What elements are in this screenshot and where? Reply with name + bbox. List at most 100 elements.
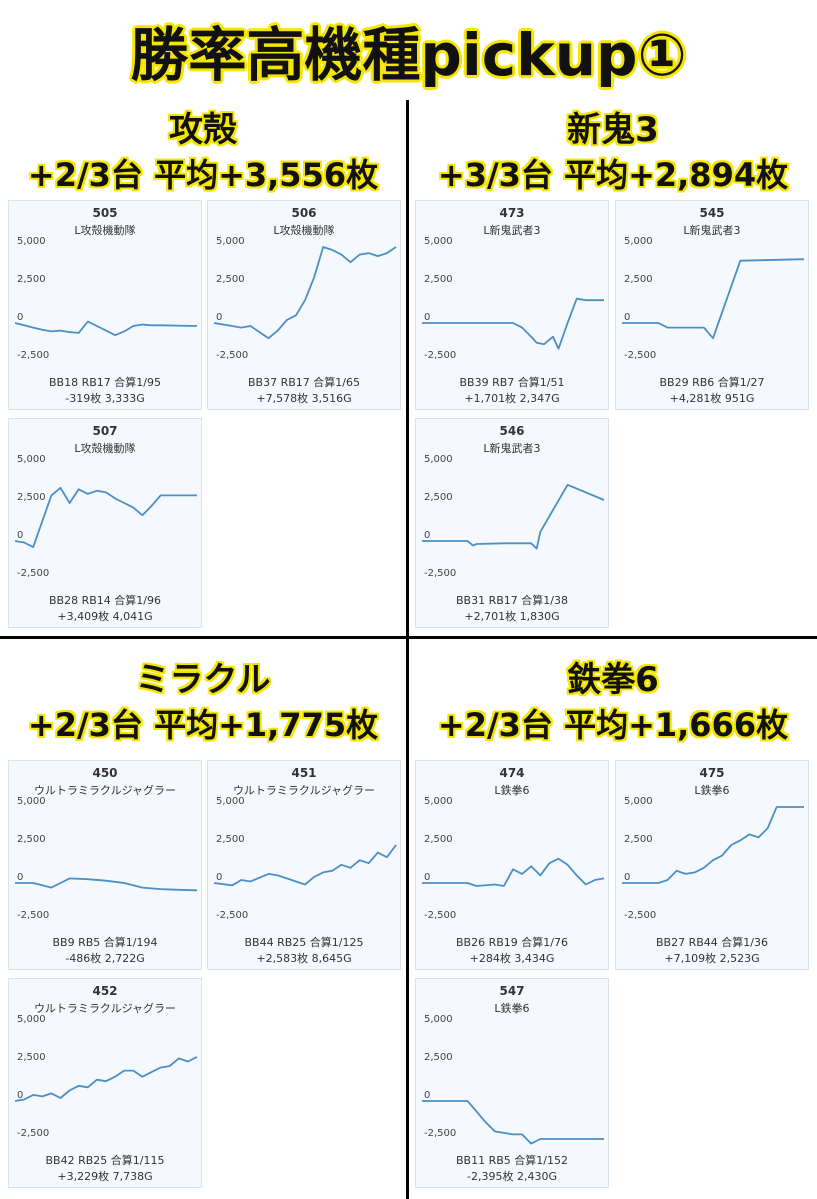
y-tick-label: 2,500 (624, 834, 653, 845)
line-chart: 5,000 2,500 0 -2,500 (622, 237, 805, 361)
bonus-stats: BB28 RB14 合算1/96 (49, 594, 161, 607)
machine-card-506: 506 L攻殻機動隊 5,000 2,500 0 -2,500 BB37 RB17 合算1/… (207, 200, 401, 410)
series-line (14, 486, 197, 548)
series-line (14, 1056, 198, 1102)
machine-name: ウルトラミラクルジャグラー (33, 1002, 177, 1015)
result-stats: +4,281枚 951G (669, 392, 755, 405)
y-tick-label: -2,500 (424, 350, 456, 361)
line-chart: 5,000 2,500 0 -2,500 (15, 797, 198, 921)
series-line (422, 857, 605, 887)
y-tick-label: -2,500 (17, 910, 49, 921)
section-name-tekken: 鉄拳6 (567, 660, 659, 700)
machine-number: 474 (499, 766, 525, 780)
y-tick-label: 2,500 (17, 274, 46, 285)
y-tick-label: 2,500 (624, 274, 653, 285)
y-tick-label: -2,500 (424, 910, 456, 921)
machine-name: L攻殻機動隊 (74, 224, 136, 237)
y-tick-label: -2,500 (424, 568, 456, 579)
machine-name: L鉄拳6 (694, 784, 730, 797)
machine-card-546: 546 L新鬼武者3 5,000 2,500 0 -2,500 BB31 RB17 合算1/… (415, 418, 609, 628)
bonus-stats: BB42 RB25 合算1/115 (45, 1154, 165, 1167)
machine-number: 545 (699, 206, 725, 220)
machine-card-451: 451 ウルトラミラクルジャグラー 5,000 2,500 0 -2,500 BB44 RB… (207, 760, 401, 970)
page-title: 勝率高機種pickup① (130, 21, 687, 89)
y-tick-label: 2,500 (424, 274, 453, 285)
machine-number: 451 (291, 766, 317, 780)
y-tick-label: 0 (424, 872, 430, 883)
bonus-stats: BB26 RB19 合算1/76 (456, 936, 568, 949)
result-stats: -486枚 2,722G (65, 952, 145, 965)
machine-number: 506 (291, 206, 317, 220)
bonus-stats: BB37 RB17 合算1/65 (248, 376, 360, 389)
y-tick-label: 5,000 (17, 237, 46, 247)
y-tick-label: 0 (624, 872, 630, 883)
line-chart: 5,000 2,500 0 -2,500 (14, 455, 197, 579)
machine-name: L攻殻機動隊 (74, 442, 136, 455)
line-chart: 5,000 2,500 0 -2,500 (422, 797, 605, 921)
y-tick-label: 5,000 (624, 797, 653, 807)
machine-number: 473 (499, 206, 525, 220)
y-tick-label: 5,000 (17, 1015, 46, 1025)
bonus-stats: BB27 RB44 合算1/36 (656, 936, 768, 949)
y-tick-label: 0 (216, 312, 222, 323)
machine-name: L鉄拳6 (494, 1002, 530, 1015)
machine-name: L新鬼武者3 (483, 442, 541, 455)
y-tick-label: 0 (424, 1090, 430, 1101)
machine-number: 547 (499, 984, 525, 998)
machine-number: 505 (92, 206, 118, 220)
result-stats: +7,109枚 2,523G (664, 952, 760, 965)
vertical-divider (406, 100, 409, 1199)
y-tick-label: 0 (17, 1090, 23, 1101)
y-tick-label: 0 (424, 530, 430, 541)
machine-card-507: 507 L攻殻機動隊 5,000 2,500 0 -2,500 BB28 RB14 合算1/… (8, 418, 202, 628)
machine-number: 475 (699, 766, 725, 780)
y-tick-label: 5,000 (424, 797, 453, 807)
section-name-miracle: ミラクル (135, 660, 271, 700)
result-stats: +3,229枚 7,738G (57, 1170, 153, 1183)
y-tick-label: 5,000 (216, 797, 245, 807)
section-stats-kokaku: +2/3台 平均+3,556枚 (27, 156, 379, 194)
series-line (213, 246, 397, 340)
machine-name: L鉄拳6 (494, 784, 530, 797)
result-stats: +2,701枚 1,830G (464, 610, 560, 623)
machine-name: L攻殻機動隊 (273, 224, 335, 237)
y-tick-label: -2,500 (17, 350, 49, 361)
horizontal-divider (0, 636, 817, 639)
y-tick-label: 2,500 (17, 834, 46, 845)
y-tick-label: -2,500 (624, 910, 656, 921)
machine-card-475: 475 L鉄拳6 5,000 2,500 0 -2,500 BB27 RB44 合算1/36… (615, 760, 809, 970)
machine-card-450: 450 ウルトラミラクルジャグラー 5,000 2,500 0 -2,500 BB9 RB5… (8, 760, 202, 970)
machine-number: 450 (92, 766, 118, 780)
y-tick-label: 0 (17, 530, 23, 541)
y-tick-label: 2,500 (424, 492, 453, 503)
y-tick-label: -2,500 (624, 350, 656, 361)
y-tick-label: -2,500 (216, 350, 248, 361)
result-stats: +284枚 3,434G (469, 952, 555, 965)
section-stats-shinoni: +3/3台 平均+2,894枚 (437, 156, 789, 194)
series-line (15, 877, 198, 892)
machine-card-452: 452 ウルトラミラクルジャグラー 5,000 2,500 0 -2,500 BB42 RB… (8, 978, 202, 1188)
bonus-stats: BB11 RB5 合算1/152 (456, 1154, 568, 1167)
line-chart: 5,000 2,500 0 -2,500 (14, 1015, 198, 1139)
machine-card-547: 547 L鉄拳6 5,000 2,500 0 -2,500 BB11 RB5 合算1/152… (415, 978, 609, 1188)
machine-name: L新鬼武者3 (683, 224, 741, 237)
y-tick-label: 2,500 (424, 834, 453, 845)
series-line (422, 483, 605, 550)
result-stats: +1,701枚 2,347G (464, 392, 560, 405)
result-stats: +7,578枚 3,516G (256, 392, 352, 405)
y-tick-label: -2,500 (424, 1128, 456, 1139)
y-tick-label: 5,000 (216, 237, 245, 247)
series-line (422, 1100, 604, 1145)
y-tick-label: -2,500 (17, 1128, 49, 1139)
machine-card-474: 474 L鉄拳6 5,000 2,500 0 -2,500 BB26 RB19 合算1/76… (415, 760, 609, 970)
section-name-shinoni: 新鬼3 (567, 110, 659, 150)
bonus-stats: BB39 RB7 合算1/51 (459, 376, 565, 389)
series-line (213, 844, 397, 887)
machine-number: 546 (499, 424, 525, 438)
section-stats-tekken: +2/3台 平均+1,666枚 (437, 706, 789, 744)
y-tick-label: 0 (424, 312, 430, 323)
y-tick-label: 2,500 (17, 1052, 46, 1063)
y-tick-label: 0 (17, 312, 23, 323)
bonus-stats: BB44 RB25 合算1/125 (244, 936, 364, 949)
y-tick-label: 0 (216, 872, 222, 883)
